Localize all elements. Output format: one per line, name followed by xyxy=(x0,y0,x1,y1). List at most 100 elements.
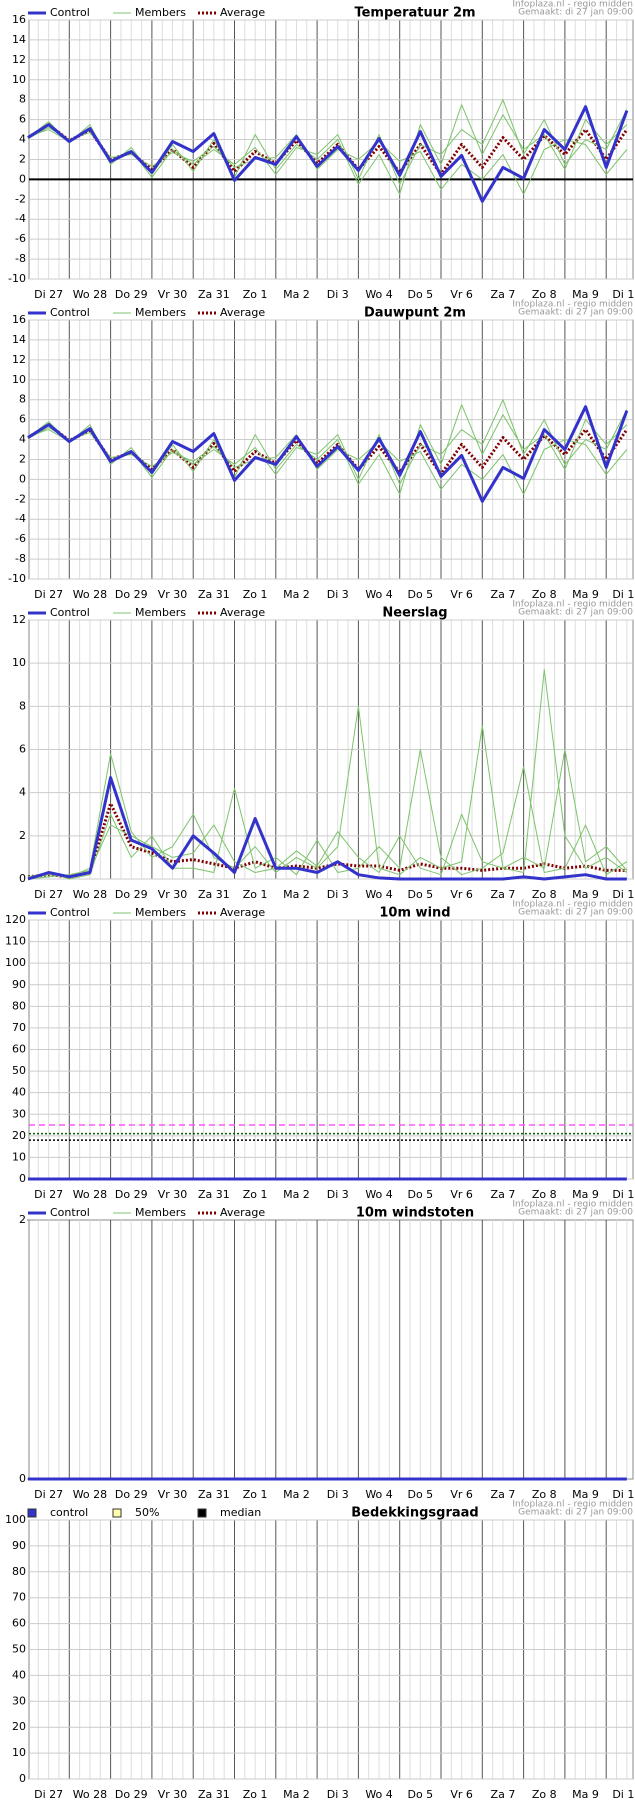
x-tick-label: Di 27 xyxy=(34,1188,63,1201)
x-tick-label: Wo 28 xyxy=(73,1188,107,1201)
legend-swatch xyxy=(27,1508,37,1518)
y-tick-label: 10 xyxy=(12,373,26,386)
legend-label: Control xyxy=(50,906,90,919)
y-tick-label: -4 xyxy=(15,212,26,225)
legend-label: Average xyxy=(220,906,265,919)
x-tick-label: Zo 1 xyxy=(243,288,268,301)
y-tick-label: 2 xyxy=(19,1213,26,1226)
y-tick-label: 120 xyxy=(5,913,26,926)
x-tick-label: Do 29 xyxy=(115,1788,148,1800)
x-tick-label: Di 3 xyxy=(327,888,349,901)
plot-area xyxy=(28,1219,634,1480)
x-tick-label: Ma 9 xyxy=(572,1488,599,1501)
y-tick-label: 0 xyxy=(19,1172,26,1185)
x-tick-label: Vr 30 xyxy=(158,1488,188,1501)
x-tick-label: Za 7 xyxy=(491,1188,516,1201)
x-tick-label: Ma 9 xyxy=(572,888,599,901)
legend-label: median xyxy=(220,1506,261,1519)
x-tick-label: Ma 9 xyxy=(572,1188,599,1201)
x-tick-label: Vr 30 xyxy=(158,588,188,601)
x-tick-label: Di 10 xyxy=(612,1188,635,1201)
y-tick-label: 50 xyxy=(12,1064,26,1077)
y-tick-label: 10 xyxy=(12,656,26,669)
y-tick-label: 14 xyxy=(12,33,26,46)
x-tick-label: Di 10 xyxy=(612,588,635,601)
y-tick-label: -8 xyxy=(15,552,26,565)
y-tick-label: 30 xyxy=(12,1694,26,1707)
x-tick-label: Za 31 xyxy=(198,588,230,601)
x-tick-label: Do 5 xyxy=(407,588,433,601)
x-tick-label: Ma 2 xyxy=(283,888,310,901)
x-tick-label: Wo 28 xyxy=(73,888,107,901)
x-tick-label: Do 29 xyxy=(115,888,148,901)
legend-label: Members xyxy=(135,6,186,19)
x-tick-label: Do 29 xyxy=(115,588,148,601)
x-tick-label: Di 27 xyxy=(34,888,63,901)
y-tick-label: 100 xyxy=(5,1513,26,1526)
chart-title: 10m windstoten xyxy=(356,1206,474,1221)
x-tick-label: Vr 30 xyxy=(158,288,188,301)
x-tick-label: Do 5 xyxy=(407,1788,433,1800)
legend-label: Members xyxy=(135,1206,186,1219)
member-line xyxy=(27,104,628,195)
y-tick-label: 0 xyxy=(19,1472,26,1485)
series-line xyxy=(27,423,629,476)
y-tick-label: -10 xyxy=(8,272,26,285)
x-tick-label: Di 27 xyxy=(34,1488,63,1501)
x-tick-label: Di 3 xyxy=(327,1788,349,1800)
series-line xyxy=(27,405,629,503)
x-tick-label: Di 3 xyxy=(327,1188,349,1201)
legend-label: Control xyxy=(50,1206,90,1219)
y-tick-label: 20 xyxy=(12,1129,26,1142)
x-tick-label: Ma 2 xyxy=(283,1788,310,1800)
y-tick-label: 30 xyxy=(12,1107,26,1120)
y-tick-label: 50 xyxy=(12,1643,26,1656)
source-label: Infoplaza.nl - regio midden xyxy=(512,900,633,910)
x-tick-label: Zo 1 xyxy=(243,588,268,601)
made-label: Gemaakt: di 27 jan 09:00 xyxy=(518,8,633,18)
member-line xyxy=(27,749,628,880)
made-label: Gemaakt: di 27 jan 09:00 xyxy=(518,908,633,918)
y-tick-label: 40 xyxy=(12,1668,26,1681)
x-tick-label: Wo 4 xyxy=(365,1488,392,1501)
x-tick-label: Zo 1 xyxy=(243,1788,268,1800)
y-tick-label: 70 xyxy=(12,1591,26,1604)
x-tick-label: Vr 6 xyxy=(450,1488,473,1501)
made-label: Gemaakt: di 27 jan 09:00 xyxy=(518,1208,633,1218)
x-tick-label: Za 7 xyxy=(491,588,516,601)
legend-label: Members xyxy=(135,906,186,919)
y-tick-label: 8 xyxy=(19,699,26,712)
y-tick-label: 70 xyxy=(12,1021,26,1034)
y-tick-label: 14 xyxy=(12,333,26,346)
x-tick-label: Za 31 xyxy=(198,1188,230,1201)
x-tick-label: Za 31 xyxy=(198,1788,230,1800)
legend-label: Average xyxy=(220,306,265,319)
x-tick-label: Do 5 xyxy=(407,1188,433,1201)
x-tick-label: Ma 2 xyxy=(283,288,310,301)
x-tick-label: Zo 1 xyxy=(243,1488,268,1501)
x-tick-label: Do 5 xyxy=(407,1488,433,1501)
x-tick-label: Di 10 xyxy=(612,288,635,301)
x-tick-label: Vr 30 xyxy=(158,1188,188,1201)
y-tick-label: 60 xyxy=(12,1617,26,1630)
made-label: Gemaakt: di 27 jan 09:00 xyxy=(518,308,633,318)
x-tick-label: Zo 1 xyxy=(243,1188,268,1201)
y-tick-label: 2 xyxy=(19,452,26,465)
y-tick-label: 4 xyxy=(19,786,26,799)
source-label: Infoplaza.nl - regio midden xyxy=(512,1500,633,1510)
legend-label: Control xyxy=(50,306,90,319)
y-tick-label: 12 xyxy=(12,53,26,66)
x-tick-label: Za 7 xyxy=(491,1488,516,1501)
x-tick-label: Di 10 xyxy=(612,888,635,901)
y-tick-label: 60 xyxy=(12,1043,26,1056)
y-tick-label: 12 xyxy=(12,353,26,366)
y-tick-label: 8 xyxy=(19,93,26,106)
x-tick-label: Di 27 xyxy=(34,1788,63,1800)
legend-label: Average xyxy=(220,606,265,619)
x-tick-label: Wo 28 xyxy=(73,1488,107,1501)
x-tick-label: Do 5 xyxy=(407,288,433,301)
y-tick-label: -6 xyxy=(15,232,26,245)
x-tick-label: Vr 6 xyxy=(450,1188,473,1201)
x-tick-label: Zo 8 xyxy=(532,1488,557,1501)
